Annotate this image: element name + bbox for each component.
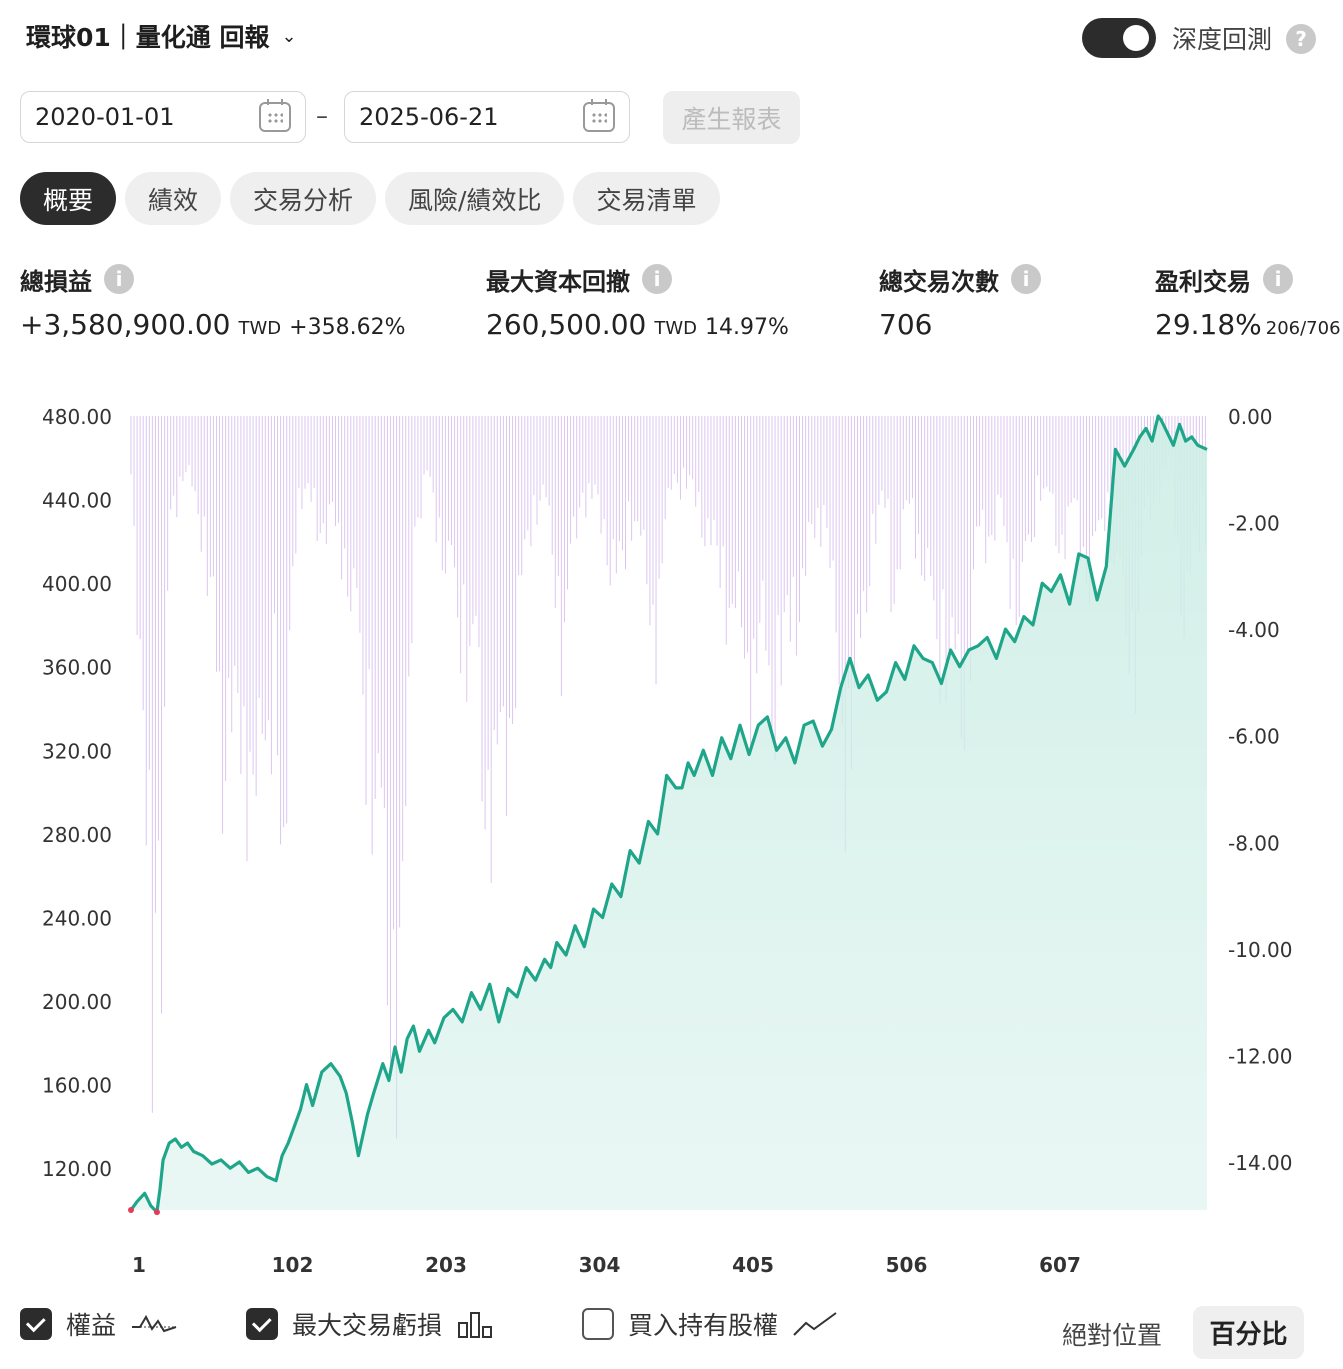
legend-label: 買入持有股權 [628,1311,779,1340]
end-date-value: 2025-06-21 [359,103,499,131]
deep-backtest-toggle[interactable] [1082,18,1156,58]
calendar-icon[interactable] [583,99,615,132]
metric-total-pnl: 總損益 i +3,580,900.00 TWD +358.62% [20,262,405,341]
help-icon[interactable]: ? [1286,24,1316,54]
metric-label: 總交易次數 [879,267,999,296]
start-date-field[interactable]: 2020-01-01 [20,91,306,143]
y-right-tick-label: -10.00 [1228,938,1292,962]
equity-chart[interactable]: 480.00 440.00 400.00 360.00 320.00 280.00 240.… [0,380,1343,1290]
metric-label: 總損益 [20,267,92,296]
x-tick-label: 607 [1039,1253,1081,1277]
metric-percent: 14.97% [704,315,789,340]
tab-risk-ratio[interactable]: 風險/績效比 [385,172,565,225]
y-left-tick-label: 360.00 [42,656,112,680]
report-tabs: 概要 績效 交易分析 風險/績效比 交易清單 [20,172,720,225]
y-left-tick-label: 400.00 [42,572,112,596]
end-date-field[interactable]: 2025-06-21 [344,91,630,143]
metric-value: 260,500.00 [486,308,647,341]
metric-value: 706 [879,308,933,341]
metric-max-drawdown: 最大資本回撤 i 260,500.00 TWD 14.97% [486,262,789,341]
info-icon[interactable]: i [104,264,134,294]
metric-percent: +358.62% [289,315,406,340]
legend-label: 最大交易虧損 [292,1311,443,1340]
legend-label: 權益 [66,1311,117,1340]
x-tick-label: 203 [425,1253,467,1277]
equity-checkbox[interactable] [20,1308,52,1340]
metric-total-trades: 總交易次數 i 706 [879,262,1041,341]
equity-area [131,416,1207,1213]
calendar-icon[interactable] [259,99,291,132]
y-right-tick-label: -2.00 [1228,512,1280,536]
metric-value: 29.18% [1155,308,1262,341]
absolute-position-toggle[interactable]: 絕對位置 [1062,1321,1163,1350]
info-icon[interactable]: i [1263,264,1293,294]
y-left-tick-label: 160.00 [42,1074,112,1098]
x-tick-label: 506 [886,1253,928,1277]
y-left-tick-label: 240.00 [42,906,112,930]
x-tick-label: 304 [579,1253,621,1277]
y-left-tick-label: 120.00 [42,1157,112,1181]
metric-ratio: 206/706 [1265,318,1341,339]
page-title: 環球01｜量化通 回報 [26,23,270,52]
y-right-tick-label: -8.00 [1228,831,1280,855]
y-left-tick-label: 440.00 [42,489,112,513]
generate-report-button[interactable]: 產生報表 [663,91,800,144]
y-left-tick-label: 320.00 [42,739,112,763]
negative-point [153,1209,160,1216]
percent-toggle[interactable]: 百分比 [1193,1306,1304,1359]
x-tick-label: 405 [732,1253,774,1277]
metric-value: +3,580,900.00 [20,308,231,341]
tab-trade-analysis[interactable]: 交易分析 [230,172,377,225]
start-date-value: 2020-01-01 [35,103,175,131]
legend-equity[interactable]: 權益 [20,1306,178,1342]
metric-profitable-trades: 盈利交易 i 29.18% 206/706 [1155,262,1341,341]
metric-unit: TWD [238,318,282,339]
strategy-selector[interactable]: 環球01｜量化通 回報 ⌄ [26,18,297,54]
info-icon[interactable]: i [1011,264,1041,294]
metric-label: 盈利交易 [1155,267,1251,296]
legend-max-trade-loss[interactable]: 最大交易虧損 [246,1306,496,1342]
date-separator: – [316,102,328,130]
chevron-down-icon: ⌄ [281,25,297,47]
negative-point [128,1207,134,1213]
deep-backtest-label: 深度回測 [1172,25,1273,54]
y-right-tick-label: -6.00 [1228,725,1280,749]
y-left-tick-label: 200.00 [42,990,112,1014]
info-icon[interactable]: i [642,264,672,294]
y-right-tick-label: -14.00 [1228,1151,1292,1175]
y-right-tick-label: 0.00 [1228,405,1273,429]
y-right-tick-label: -12.00 [1228,1044,1292,1068]
buy-hold-checkbox[interactable] [582,1308,614,1340]
x-tick-label: 102 [272,1253,314,1277]
trend-line-icon [793,1312,837,1336]
legend-buy-and-hold[interactable]: 買入持有股權 [582,1306,838,1342]
y-left-tick-label: 480.00 [42,405,112,429]
metric-unit: TWD [654,318,697,339]
x-tick-label: 1 [132,1253,146,1277]
y-left-tick-label: 280.00 [42,823,112,847]
equity-line [129,414,1208,1214]
metric-label: 最大資本回撤 [486,267,630,296]
bar-chart-icon [458,1312,493,1338]
equity-line-icon [132,1314,177,1333]
y-right-tick-label: -4.00 [1228,618,1280,642]
tab-performance[interactable]: 績效 [125,172,222,225]
tab-overview[interactable]: 概要 [20,172,117,225]
max-loss-checkbox[interactable] [246,1308,278,1340]
tab-trade-list[interactable]: 交易清單 [573,172,720,225]
